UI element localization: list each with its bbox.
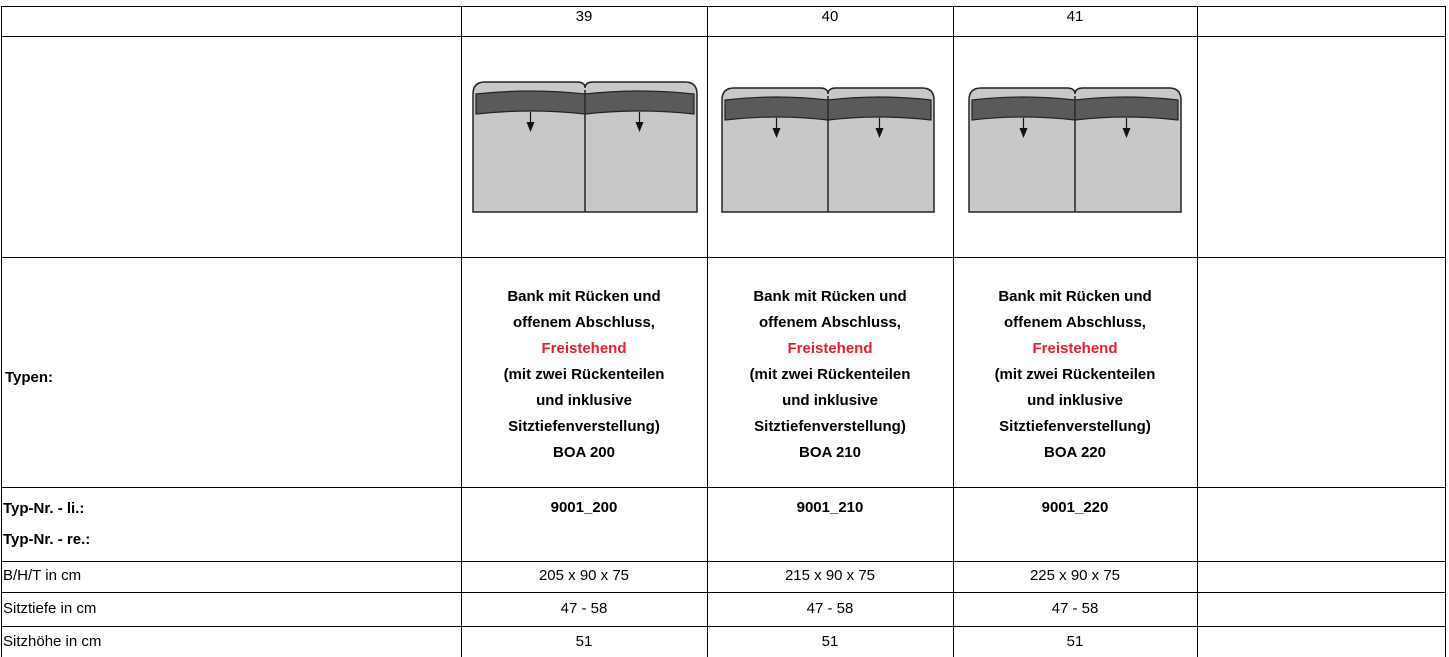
type-description: und inklusive — [782, 392, 878, 409]
type-description: Freistehend — [1032, 340, 1117, 357]
type-description: Bank mit Rücken und — [507, 288, 660, 305]
arrow-head — [635, 122, 644, 132]
type-description: Freistehend — [787, 340, 872, 357]
type-description: Bank mit Rücken und — [998, 288, 1151, 305]
type-description: (mit zwei Rückenteilen — [504, 366, 665, 383]
cell-value: 51 — [822, 633, 839, 650]
cell-value: 225 x 90 x 75 — [1030, 567, 1120, 584]
sofa-back — [1074, 96, 1179, 121]
row-label: Sitzhöhe in cm — [3, 633, 101, 650]
cell-value: 205 x 90 x 75 — [539, 567, 629, 584]
sofa-icon — [721, 87, 935, 213]
type-description: offenem Abschluss, — [759, 314, 901, 331]
type-number: 9001_220 — [1042, 499, 1109, 516]
type-number: 9001_200 — [551, 499, 618, 516]
column-number: 40 — [822, 8, 839, 25]
arrow-head — [875, 128, 884, 138]
sofa-icon — [968, 87, 1182, 213]
type-description: (mit zwei Rückenteilen — [995, 366, 1156, 383]
type-description: Freistehend — [541, 340, 626, 357]
type-description: Sitztiefenverstellung) — [999, 418, 1151, 435]
type-description: BOA 210 — [799, 444, 861, 461]
arrow-head — [1019, 128, 1028, 138]
type-description: offenem Abschluss, — [513, 314, 655, 331]
sofa-back — [584, 90, 695, 115]
sofa-back — [971, 96, 1076, 121]
row-label: Typen: — [5, 369, 53, 386]
arrow-head — [526, 122, 535, 132]
sofa-back — [827, 96, 932, 121]
type-description: Sitztiefenverstellung) — [754, 418, 906, 435]
sofa-back — [475, 90, 586, 115]
arrow-head — [1122, 128, 1131, 138]
row-label: B/H/T in cm — [3, 567, 81, 584]
type-description: (mit zwei Rückenteilen — [750, 366, 911, 383]
type-description: offenem Abschluss, — [1004, 314, 1146, 331]
cell-value: 215 x 90 x 75 — [785, 567, 875, 584]
cell-value: 47 - 58 — [807, 600, 854, 617]
sofa-back — [724, 96, 829, 121]
type-description: Sitztiefenverstellung) — [508, 418, 660, 435]
sofa-icon — [472, 81, 698, 213]
column-number: 41 — [1067, 8, 1084, 25]
column-number: 39 — [576, 8, 593, 25]
row-label: Typ-Nr. - re.: — [3, 531, 90, 548]
cell-value: 51 — [1067, 633, 1084, 650]
row-label: Sitztiefe in cm — [3, 600, 96, 617]
cell-value: 51 — [576, 633, 593, 650]
cell-value: 47 - 58 — [561, 600, 608, 617]
type-description: Bank mit Rücken und — [753, 288, 906, 305]
arrow-head — [772, 128, 781, 138]
type-number: 9001_210 — [797, 499, 864, 516]
table-grid — [1, 6, 1446, 657]
type-description: BOA 200 — [553, 444, 615, 461]
type-description: BOA 220 — [1044, 444, 1106, 461]
row-label: Typ-Nr. - li.: — [3, 500, 84, 517]
type-description: und inklusive — [536, 392, 632, 409]
type-description: und inklusive — [1027, 392, 1123, 409]
cell-value: 47 - 58 — [1052, 600, 1099, 617]
